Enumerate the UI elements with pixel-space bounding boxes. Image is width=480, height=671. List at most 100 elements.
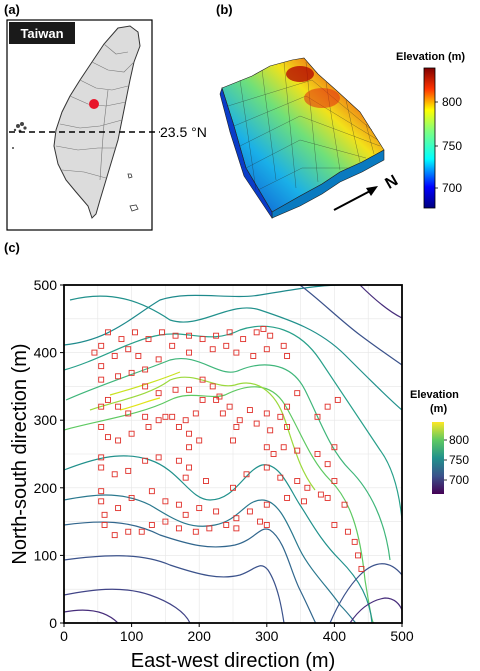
plot-marker	[138, 528, 145, 535]
plot-marker	[142, 457, 149, 464]
plot-marker	[199, 396, 206, 403]
y-tick-label: 300	[34, 412, 58, 428]
plot-marker	[132, 329, 138, 336]
y-axis-ticks: 0 100 200 300 400 500	[34, 277, 64, 631]
plot-marker	[263, 501, 270, 508]
contour-line	[63, 455, 373, 624]
plot-marker	[169, 342, 176, 349]
panel-c-colorbar-title-line2: (m)	[430, 403, 447, 415]
plot-marker	[223, 342, 230, 349]
plot-marker	[209, 346, 216, 353]
panel-b-label: (b)	[216, 2, 233, 17]
plot-marker	[98, 342, 105, 349]
map-title: Taiwan	[20, 26, 63, 41]
plot-marker	[284, 403, 291, 410]
plot-marker	[341, 501, 348, 508]
plot-marker	[314, 413, 321, 420]
x-tick-label: 300	[255, 628, 279, 644]
green-island	[127, 173, 133, 179]
plot-marker	[186, 332, 193, 339]
plot-marker	[186, 386, 193, 393]
plot-marker	[104, 434, 111, 441]
plot-marker	[324, 403, 331, 410]
plot-marker	[331, 522, 338, 528]
x-tick-label: 0	[60, 628, 68, 644]
x-axis-label: East-west direction (m)	[131, 650, 336, 671]
contour-line	[359, 284, 403, 319]
plot-marker	[186, 464, 193, 471]
plot-marker	[233, 424, 240, 430]
plot-marker	[284, 494, 291, 501]
plot-marker	[175, 424, 182, 430]
plot-marker	[104, 329, 111, 336]
y-tick-label: 500	[34, 277, 58, 293]
plot-marker	[98, 363, 105, 370]
y-axis-label: North-south direction (m)	[9, 343, 31, 564]
plot-marker	[155, 390, 162, 397]
plot-marker	[125, 410, 132, 417]
plot-marker	[115, 373, 122, 380]
plot-marker	[145, 336, 152, 343]
plot-marker	[98, 454, 105, 461]
panel-b-tick-700: 700	[442, 181, 462, 195]
plot-marker	[230, 437, 236, 444]
plot-marker	[98, 403, 105, 410]
plot-marker	[115, 505, 122, 512]
plot-marker	[155, 417, 162, 424]
plot-marker	[253, 329, 260, 336]
contour-line	[63, 494, 357, 624]
contour-line	[63, 284, 341, 346]
plot-marker	[263, 410, 270, 417]
plot-marker	[233, 349, 240, 356]
plot-marker	[142, 383, 149, 390]
plot-marker	[104, 396, 111, 403]
plot-marker	[118, 336, 125, 343]
plot-marker	[253, 420, 260, 427]
panel-c-label: (c)	[4, 240, 20, 255]
plot-marker	[284, 424, 291, 430]
plot-marker	[304, 484, 311, 491]
plot-marker	[358, 565, 365, 572]
plot-marker	[98, 488, 105, 495]
surface-side-left	[219, 87, 273, 219]
plot-marker	[230, 484, 236, 491]
plot-marker	[223, 522, 230, 528]
plot-marker	[182, 417, 189, 424]
plot-marker	[101, 511, 108, 518]
plot-marker	[186, 444, 193, 451]
plot-marker	[331, 444, 338, 451]
plot-markers	[91, 325, 365, 572]
terrain-surface: N Elevation (m) 800 750 700	[219, 51, 465, 219]
plot-marker	[240, 336, 247, 343]
taiwan-island	[53, 25, 141, 219]
contour-line	[63, 325, 403, 521]
panel-c-colorbar	[432, 422, 444, 494]
plot-marker	[111, 532, 118, 539]
plot-marker	[175, 501, 182, 508]
plot-marker	[257, 518, 263, 525]
plot-marker	[125, 528, 132, 535]
plot-marker	[125, 467, 132, 474]
plot-marker	[142, 366, 149, 373]
plot-marker	[267, 332, 274, 339]
plot-marker	[324, 461, 331, 468]
panel-c-colorbar-title-line1: Elevation	[410, 389, 459, 401]
plot-marker	[324, 494, 331, 501]
plot-marker	[98, 376, 105, 383]
plot-marker	[169, 413, 176, 420]
plot-marker	[98, 464, 105, 471]
x-tick-label: 400	[323, 628, 347, 644]
plot-marker	[270, 451, 277, 457]
plot-marker	[148, 488, 155, 495]
plot-marker	[246, 407, 253, 414]
plot-marker	[203, 478, 209, 484]
plot-marker	[186, 349, 193, 356]
panel-b-colorbar	[423, 67, 436, 209]
plot-marker	[128, 369, 135, 376]
plot-marker	[115, 403, 122, 410]
contour-line	[65, 358, 391, 561]
plot-marker	[263, 522, 270, 528]
contour-line	[63, 609, 119, 624]
contour-line	[63, 521, 317, 624]
contour-line	[63, 555, 285, 624]
